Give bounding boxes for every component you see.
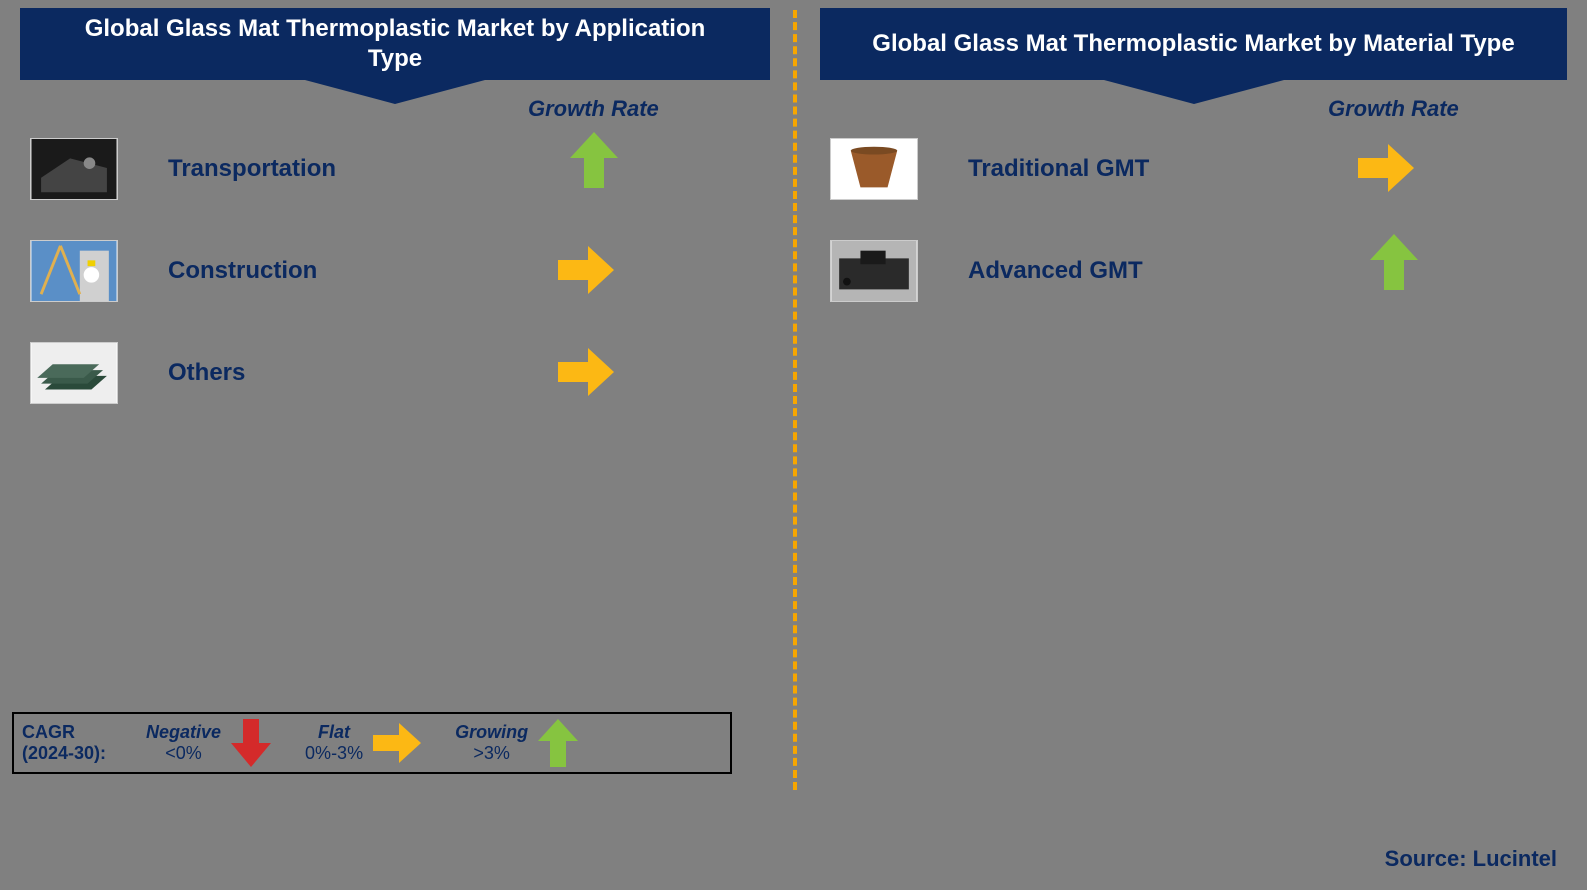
thumb-transportation-icon bbox=[30, 138, 118, 200]
arrow-right-icon bbox=[1358, 144, 1414, 197]
arrow-right-icon bbox=[558, 246, 614, 299]
header-title-right: Global Glass Mat Thermoplastic Market by… bbox=[872, 29, 1514, 59]
row-label: Advanced GMT bbox=[968, 257, 1143, 285]
header-chevron-icon bbox=[1104, 80, 1284, 104]
row-label: Traditional GMT bbox=[968, 155, 1149, 183]
header-title-left: Global Glass Mat Thermoplastic Market by… bbox=[60, 14, 730, 74]
thumb-advanced-gmt-icon bbox=[830, 240, 918, 302]
header-banner-left: Global Glass Mat Thermoplastic Market by… bbox=[20, 8, 770, 80]
panel-material-type: Global Glass Mat Thermoplastic Market by… bbox=[800, 0, 1587, 80]
legend-text: Growing >3% bbox=[455, 722, 528, 763]
row-traditional-gmt: Traditional GMT bbox=[830, 138, 1149, 200]
legend-text: Negative <0% bbox=[146, 722, 221, 763]
legend-box: CAGR (2024-30): Negative <0% Flat 0%-3% … bbox=[12, 712, 732, 774]
arrow-up-icon bbox=[570, 132, 618, 193]
vertical-divider bbox=[793, 10, 797, 790]
panel-application-type: Global Glass Mat Thermoplastic Market by… bbox=[0, 0, 790, 80]
legend-item-growing: Growing >3% bbox=[455, 719, 578, 767]
thumb-traditional-gmt-icon bbox=[830, 138, 918, 200]
legend-title-line2: (2024-30): bbox=[22, 743, 106, 763]
arrow-right-icon bbox=[373, 723, 421, 763]
growth-rate-label-right: Growth Rate bbox=[1328, 96, 1459, 122]
arrow-down-icon bbox=[231, 719, 271, 767]
arrow-up-icon bbox=[1370, 234, 1418, 295]
row-transportation: Transportation bbox=[30, 138, 336, 200]
row-construction: Construction bbox=[30, 240, 317, 302]
arrow-right-icon bbox=[558, 348, 614, 401]
row-advanced-gmt: Advanced GMT bbox=[830, 240, 1143, 302]
header-banner-right: Global Glass Mat Thermoplastic Market by… bbox=[820, 8, 1567, 80]
legend-item-negative: Negative <0% bbox=[146, 719, 271, 767]
legend-label: Growing bbox=[455, 722, 528, 742]
row-others: Others bbox=[30, 342, 245, 404]
thumb-others-icon bbox=[30, 342, 118, 404]
arrow-up-icon bbox=[538, 719, 578, 767]
legend-label: Flat bbox=[318, 722, 350, 742]
thumb-construction-icon bbox=[30, 240, 118, 302]
row-label: Transportation bbox=[168, 155, 336, 183]
legend-text: Flat 0%-3% bbox=[305, 722, 363, 763]
legend-title-line1: CAGR bbox=[22, 722, 75, 742]
growth-rate-label-left: Growth Rate bbox=[528, 96, 659, 122]
legend-range: >3% bbox=[473, 743, 510, 763]
legend-label: Negative bbox=[146, 722, 221, 742]
source-attribution: Source: Lucintel bbox=[1385, 846, 1557, 872]
legend-range: <0% bbox=[165, 743, 202, 763]
legend-item-flat: Flat 0%-3% bbox=[305, 722, 421, 763]
header-chevron-icon bbox=[305, 80, 485, 104]
legend-range: 0%-3% bbox=[305, 743, 363, 763]
row-label: Others bbox=[168, 359, 245, 387]
legend-title: CAGR (2024-30): bbox=[22, 722, 132, 763]
row-label: Construction bbox=[168, 257, 317, 285]
